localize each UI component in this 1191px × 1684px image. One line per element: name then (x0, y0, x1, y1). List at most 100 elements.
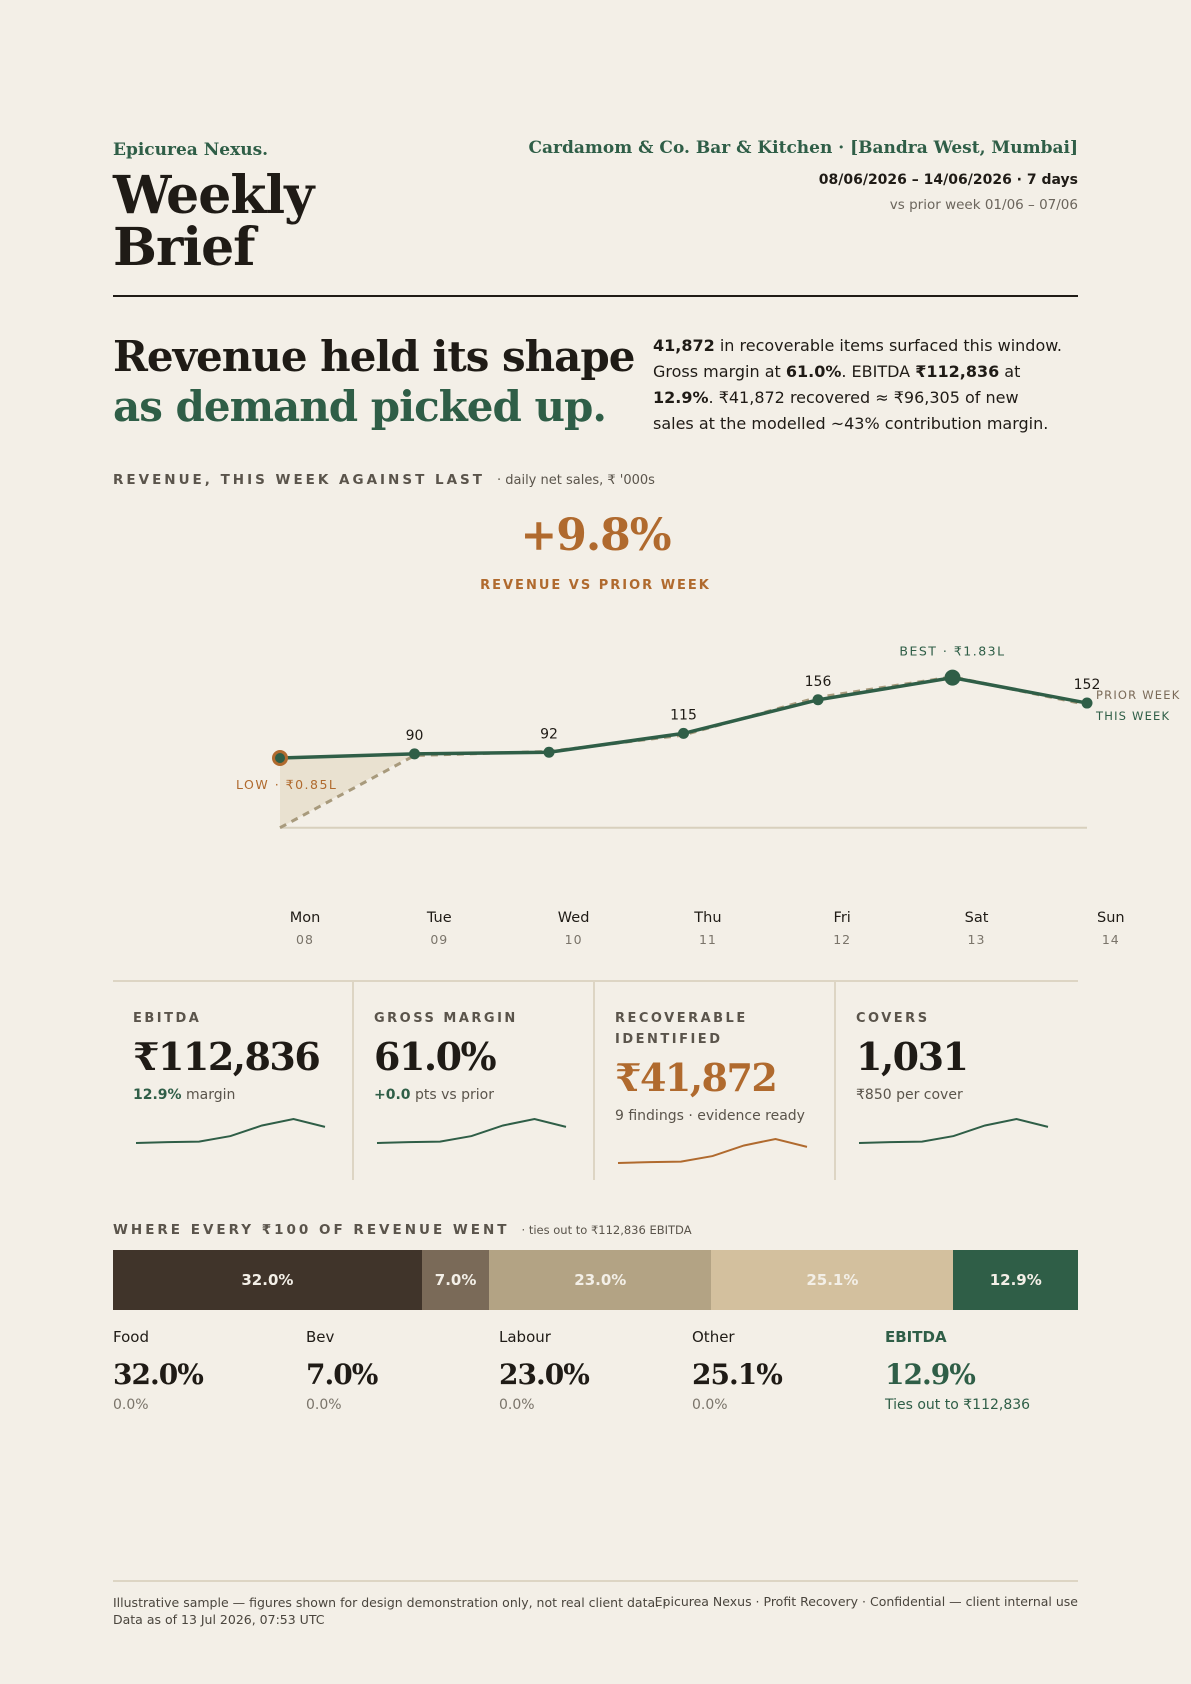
best-label: BEST · ₹1.83L (899, 644, 1005, 659)
legend-name: Other (692, 1328, 735, 1346)
data-label: 90 (406, 728, 424, 744)
revenue-section-note: · daily net sales, ₹ '000s (496, 473, 655, 488)
revenue-change-label: REVENUE VS PRIOR WEEK (480, 578, 711, 593)
data-label: 92 (540, 726, 558, 742)
x-tick-date: 08 (296, 932, 314, 947)
prior-week-range: vs prior week 01/06 – 07/06 (889, 197, 1078, 213)
x-tick-date: 09 (430, 932, 448, 947)
summary-text-3: at (999, 362, 1021, 381)
legend-value: 23.0% (499, 1358, 590, 1391)
legend-item-food: Food 32.0% 0.0% (113, 1328, 293, 1413)
x-tick-date: 12 (833, 932, 851, 947)
bar-segment-bev: 7.0% (421, 1250, 490, 1310)
summary-text-1: in recoverable items surfaced this windo… (653, 336, 1062, 381)
summary-ebitda: ₹112,836 (915, 362, 1000, 381)
x-tick-day: Tue (426, 910, 452, 926)
legend-value: 12.9% (885, 1358, 976, 1391)
x-tick-day: Fri (834, 910, 851, 926)
kpi-card-value: 1,031 (856, 1034, 969, 1079)
venue-name: Cardamom & Co. Bar & Kitchen · [Bandra W… (528, 138, 1078, 158)
legend-this-week: THIS WEEK (1095, 709, 1170, 723)
legend-value: 32.0% (113, 1358, 204, 1391)
bar-segment-labour: 23.0% (489, 1250, 712, 1310)
kpi-card-subtext: +0.0 pts vs prior (374, 1087, 593, 1103)
kpi-card-value: ₹41,872 (615, 1055, 778, 1100)
legend-item-bev: Bev 7.0% 0.0% (306, 1328, 486, 1413)
kpi-sparkline (858, 1117, 1049, 1144)
kpi-card-subtext: 9 findings · evidence ready (615, 1108, 834, 1124)
legend-delta: 0.0% (306, 1397, 342, 1413)
headline: Revenue held its shape as demand picked … (113, 332, 635, 432)
legend-value: 25.1% (692, 1358, 783, 1391)
headline-line-1: Revenue held its shape (113, 332, 635, 381)
x-tick-day: Wed (558, 910, 590, 926)
kpi-card-sub-text: margin (181, 1087, 236, 1103)
legend-name: Food (113, 1328, 149, 1346)
sparkline-path (135, 1117, 326, 1144)
data-label: 156 (805, 674, 832, 690)
x-tick-day: Sat (965, 910, 989, 926)
series-line-prior-week (279, 675, 1088, 830)
summary-text-4: . ₹41,872 recovered ≈ ₹96,305 of new sal… (653, 388, 1049, 433)
breakdown-section-label: WHERE EVERY ₹100 OF REVENUE WENT · ties o… (113, 1222, 692, 1238)
revenue-line-chart: 90 92 115 156 152 BEST · ₹1.83L LOW · ₹0.85L PR… (236, 644, 1179, 947)
legend-delta: Ties out to ₹112,836 (885, 1397, 1031, 1413)
legend-item-other: Other 25.1% 0.0% (692, 1328, 872, 1413)
point-best (944, 669, 961, 686)
legend-name: EBITDA (885, 1328, 947, 1346)
headline-line-2: as demand picked up. (113, 382, 607, 431)
weekly-brief-page: Epicurea Nexus. Weekly Brief Cardamom & … (113, 0, 1179, 1684)
header-divider (113, 295, 1078, 297)
breakdown-legend: Food 32.0% 0.0% Bev 7.0% 0.0% Labour 23.0% 0.0% O… (113, 1328, 1078, 1418)
legend-delta: 0.0% (113, 1397, 149, 1413)
low-label: LOW · ₹0.85L (236, 777, 337, 792)
footer-disclaimer: Illustrative sample — figures shown for … (113, 1595, 668, 1627)
sparkline-path (376, 1117, 567, 1144)
point-this-week (1081, 697, 1093, 709)
kpi-sparkline (376, 1117, 567, 1144)
kpi-card-value: 61.0% (374, 1034, 497, 1079)
summary-gross-margin: 61.0% (785, 362, 842, 381)
kpi-card-subtext: 12.9% margin (133, 1087, 352, 1103)
kpi-card-subtext: ₹850 per cover (856, 1087, 1077, 1103)
x-tick-date: 13 (968, 932, 986, 947)
bar-segment-other: 25.1% (711, 1250, 954, 1310)
legend-item-labour: Labour 23.0% 0.0% (499, 1328, 679, 1413)
kpi-card-label: GROSS MARGIN (374, 1011, 518, 1026)
kpi-sparkline (135, 1117, 326, 1144)
breakdown-title: WHERE EVERY ₹100 OF REVENUE WENT (113, 1222, 510, 1238)
kpi-card-value: ₹112,836 (133, 1034, 321, 1079)
breakdown-note: · ties out to ₹112,836 EBITDA (521, 1223, 692, 1237)
data-label: 115 (670, 707, 697, 723)
title-line-1: Weekly (113, 165, 314, 226)
bar-segment-ebitda: 12.9% (953, 1250, 1078, 1310)
page-title: Weekly Brief (113, 165, 314, 274)
point-this-week (275, 753, 285, 763)
x-tick-date: 11 (699, 932, 717, 947)
summary-ebitda-pct: 12.9% (653, 388, 709, 407)
gap-area (280, 753, 415, 828)
kpi-card-sub-text: pts vs prior (410, 1087, 494, 1103)
kpi-sparkline (617, 1137, 808, 1164)
kpi-card: COVERS 1,031 ₹850 per cover (836, 982, 1077, 1180)
kpi-card-label: RECOVERABLE IDENTIFIED (615, 1011, 748, 1047)
x-tick-day: Sun (1097, 910, 1125, 926)
point-this-week (812, 694, 824, 706)
kpi-card-sub-strong: +0.0 (374, 1087, 411, 1103)
sparkline-path (617, 1137, 808, 1164)
date-range: 08/06/2026 – 14/06/2026 · 7 days (818, 172, 1078, 188)
footer-divider (113, 1580, 1078, 1582)
kpi-card-sub-text: ₹850 per cover (856, 1087, 963, 1103)
legend-delta: 0.0% (692, 1397, 728, 1413)
kpi-card: GROSS MARGIN 61.0% +0.0 pts vs prior (354, 982, 595, 1180)
revenue-stacked-bar: 32.0% 7.0% 23.0% 25.1% 12.9% (113, 1250, 1078, 1310)
legend-prior-week: PRIOR WEEK (1096, 688, 1180, 702)
summary-text-2: . EBITDA (841, 362, 916, 381)
kpi-card: RECOVERABLE IDENTIFIED ₹41,872 9 findings … (595, 982, 836, 1180)
legend-delta: 0.0% (499, 1397, 535, 1413)
data-label: 152 (1074, 677, 1101, 693)
summary-paragraph: 41,872 in recoverable items surfaced thi… (653, 333, 1063, 437)
kpi-cards: EBITDA ₹112,836 12.9% margin GROSS MARGIN 61… (113, 980, 1078, 1180)
kpi-card: EBITDA ₹112,836 12.9% margin (113, 982, 354, 1180)
brand-name: Epicurea Nexus. (113, 140, 269, 160)
